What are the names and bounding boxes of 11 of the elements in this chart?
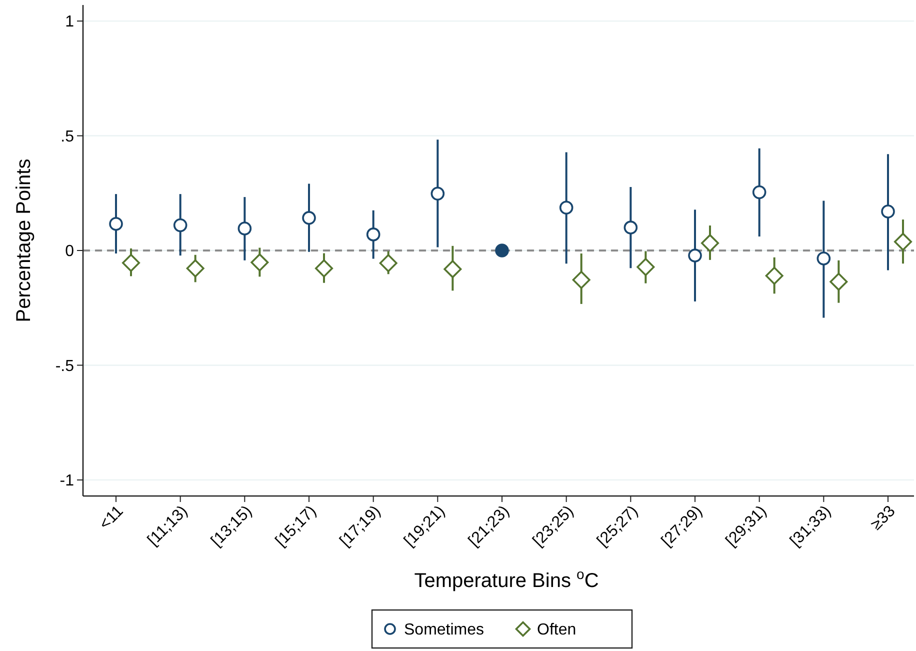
x-axis-title: Temperature Bins $^{o}$C [414,566,599,592]
y-tick-label: -1 [60,472,74,490]
x-tick-label: ≥33 [868,502,899,534]
y-axis-title: Percentage Points [13,158,35,322]
y-tick-label: -.5 [55,358,74,375]
y-tick-label: .5 [60,128,74,146]
legend-label: Sometimes [404,622,484,639]
y-tick-label: 1 [65,14,74,31]
legend-label: Often [537,622,576,639]
x-tick-label: <11 [96,502,127,534]
y-tick-label: 0 [65,243,74,260]
